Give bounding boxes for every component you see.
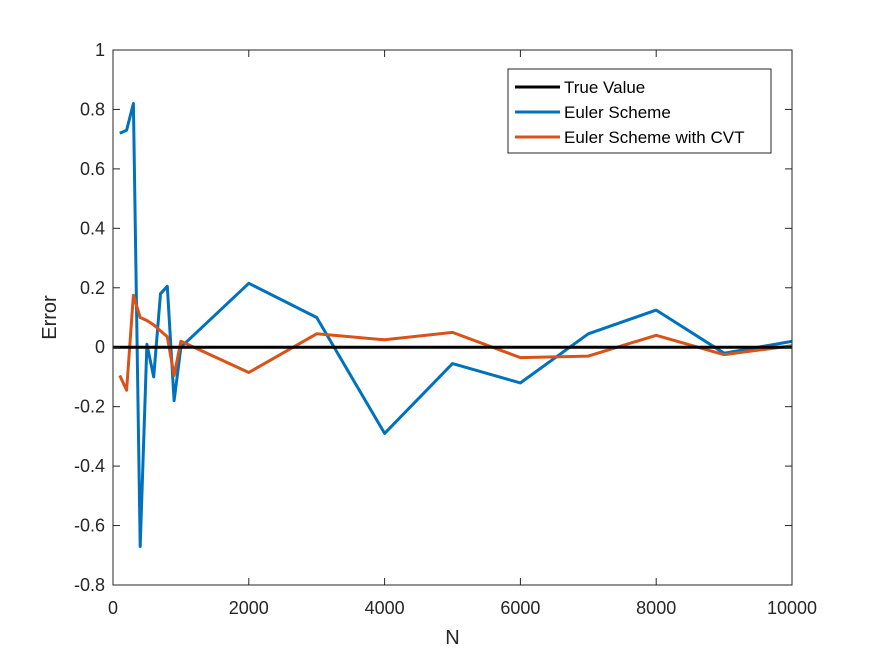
x-tick-label: 8000 [636, 598, 676, 618]
y-tick-label: -0.4 [74, 456, 105, 476]
y-axis-label: Error [39, 295, 61, 340]
legend-label: Euler Scheme [564, 103, 671, 122]
y-tick-label: -0.6 [74, 516, 105, 536]
x-axis-label: N [445, 627, 459, 649]
y-tick-label: 1 [95, 40, 105, 60]
series-line-euler-scheme-with-cvt [118, 293, 792, 392]
y-axis: -0.8 -0.6 -0.4 -0.2 0 0.2 0.4 0.6 0.8 1 [74, 40, 792, 595]
y-tick-label: 0.8 [80, 99, 105, 119]
x-tick-label: 0 [108, 598, 118, 618]
y-tick-label: 0 [95, 337, 105, 357]
y-tick-label: 0.4 [80, 218, 105, 238]
x-tick-label: 2000 [229, 598, 269, 618]
x-tick-label: 4000 [365, 598, 405, 618]
legend: True Value Euler Scheme Euler Scheme with … [507, 68, 772, 154]
y-tick-label: 0.2 [80, 278, 105, 298]
y-tick-label: -0.8 [74, 575, 105, 595]
plot-frame [112, 49, 793, 586]
y-tick-label: 0.6 [80, 159, 105, 179]
y-tick-label: -0.2 [74, 397, 105, 417]
series-layer [113, 102, 792, 548]
legend-label: True Value [564, 78, 645, 97]
x-tick-label: 10000 [767, 598, 817, 618]
x-tick-label: 6000 [500, 598, 540, 618]
legend-label: Euler Scheme with CVT [564, 128, 744, 147]
x-axis: 0 2000 4000 6000 8000 10000 [108, 50, 817, 618]
